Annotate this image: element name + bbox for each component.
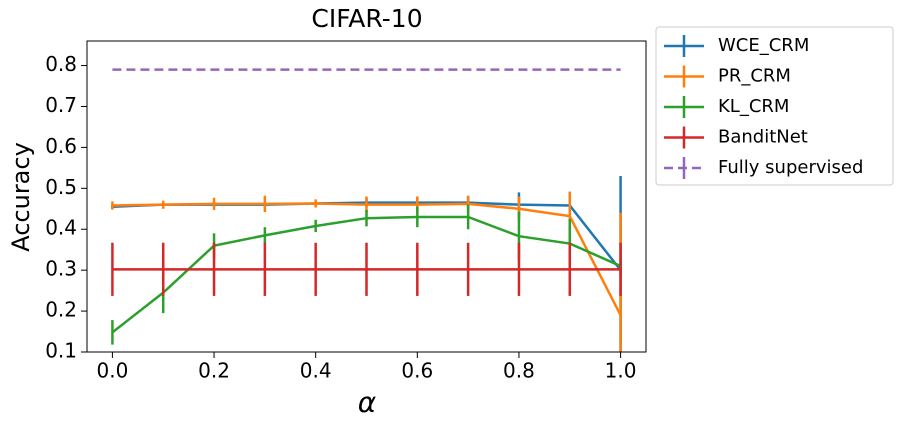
- y-tick-label: 0.8: [45, 52, 77, 76]
- legend-box: [655, 26, 894, 186]
- y-tick-label: 0.3: [45, 257, 77, 281]
- y-tick-label: 0.7: [45, 93, 77, 117]
- y-axis-label: Accuracy: [7, 142, 35, 252]
- plot-frame: [86, 40, 647, 353]
- x-tick-label: 0.8: [503, 359, 535, 383]
- legend-label: KL_CRM: [718, 96, 789, 117]
- chart-title: CIFAR-10: [311, 4, 422, 33]
- y-tick-label: 0.2: [45, 298, 77, 322]
- legend-label: BanditNet: [718, 127, 808, 148]
- x-tick-label: 0.2: [198, 359, 230, 383]
- legend-label: Fully supervised: [718, 157, 863, 178]
- y-tick-label: 0.6: [45, 134, 77, 158]
- y-tick-label: 0.1: [45, 339, 77, 363]
- y-tick-label: 0.4: [45, 216, 77, 240]
- y-tick-label: 0.5: [45, 175, 77, 199]
- plot-area: [111, 68, 622, 352]
- legend-label: WCE_CRM: [718, 35, 809, 56]
- legend-label: PR_CRM: [718, 66, 791, 87]
- x-tick-label: 0.6: [401, 359, 433, 383]
- x-axis-label: α: [358, 386, 377, 419]
- x-tick-label: 0.0: [97, 359, 129, 383]
- x-tick-label: 1.0: [605, 359, 637, 383]
- x-tick-label: 0.4: [300, 359, 332, 383]
